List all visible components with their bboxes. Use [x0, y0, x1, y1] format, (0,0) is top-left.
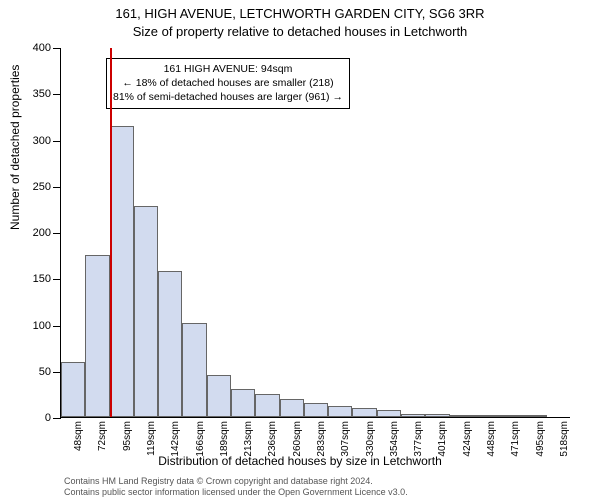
annotation-line-3: 81% of semi-detached houses are larger (…	[113, 90, 343, 104]
histogram-bar	[425, 414, 449, 417]
y-axis-label: Number of detached properties	[8, 65, 22, 230]
histogram-bar	[522, 415, 546, 417]
histogram-bar	[450, 415, 474, 417]
histogram-bar	[231, 389, 255, 417]
x-tick-label: 260sqm	[292, 421, 303, 457]
histogram-bar	[61, 362, 85, 418]
y-tick-label: 350	[33, 88, 51, 100]
x-axis-label: Distribution of detached houses by size …	[0, 454, 600, 468]
x-tick-label: 283sqm	[316, 421, 327, 457]
x-tick-label: 448sqm	[486, 421, 497, 457]
x-tick-label: 424sqm	[462, 421, 473, 457]
x-tick-label: 307sqm	[340, 421, 351, 457]
x-tick-label: 518sqm	[559, 421, 570, 457]
histogram-bar	[498, 415, 522, 417]
histogram-bar	[352, 408, 376, 417]
x-tick-label: 330sqm	[365, 421, 376, 457]
x-tick-label: 142sqm	[170, 421, 181, 457]
x-tick-label: 471sqm	[510, 421, 521, 457]
y-tick	[53, 418, 61, 419]
histogram-bar	[134, 206, 158, 417]
histogram-bar	[280, 399, 304, 418]
y-tick-label: 150	[33, 273, 51, 285]
y-tick	[53, 372, 61, 373]
histogram-bar	[401, 414, 425, 417]
x-tick-label: 377sqm	[413, 421, 424, 457]
x-tick-label: 354sqm	[389, 421, 400, 457]
x-tick-label: 95sqm	[122, 421, 133, 451]
histogram-bar	[377, 410, 401, 417]
x-tick-label: 72sqm	[97, 421, 108, 451]
histogram-bar	[474, 415, 498, 417]
footer-attribution: Contains HM Land Registry data © Crown c…	[64, 476, 408, 499]
histogram-bar	[85, 255, 109, 417]
x-tick-label: 236sqm	[267, 421, 278, 457]
plot-area: 161 HIGH AVENUE: 94sqm ← 18% of detached…	[60, 48, 570, 418]
histogram-bar	[158, 271, 182, 417]
histogram-bar	[328, 406, 352, 417]
y-tick-label: 250	[33, 181, 51, 193]
reference-line	[110, 48, 112, 417]
y-tick	[53, 141, 61, 142]
chart-title-2: Size of property relative to detached ho…	[0, 24, 600, 39]
y-tick	[53, 187, 61, 188]
y-tick-label: 50	[39, 366, 51, 378]
y-tick	[53, 48, 61, 49]
histogram-bar	[110, 126, 134, 417]
x-tick-label: 189sqm	[219, 421, 230, 457]
footer-line-1: Contains HM Land Registry data © Crown c…	[64, 476, 408, 487]
x-tick-label: 495sqm	[535, 421, 546, 457]
histogram-bar	[255, 394, 279, 417]
annotation-line-2: ← 18% of detached houses are smaller (21…	[113, 76, 343, 90]
y-tick-label: 400	[33, 42, 51, 54]
annotation-box: 161 HIGH AVENUE: 94sqm ← 18% of detached…	[106, 58, 350, 109]
y-tick	[53, 94, 61, 95]
chart-title-1: 161, HIGH AVENUE, LETCHWORTH GARDEN CITY…	[0, 6, 600, 21]
y-tick	[53, 279, 61, 280]
y-tick-label: 300	[33, 135, 51, 147]
x-tick-label: 401sqm	[437, 421, 448, 457]
histogram-bar	[304, 403, 328, 417]
x-tick-label: 166sqm	[195, 421, 206, 457]
footer-line-2: Contains public sector information licen…	[64, 487, 408, 498]
y-tick	[53, 326, 61, 327]
histogram-bar	[182, 323, 206, 417]
x-tick-label: 213sqm	[243, 421, 254, 457]
y-tick-label: 100	[33, 320, 51, 332]
annotation-line-1: 161 HIGH AVENUE: 94sqm	[113, 62, 343, 76]
histogram-bar	[207, 375, 231, 417]
y-tick-label: 200	[33, 227, 51, 239]
y-tick-label: 0	[45, 412, 51, 424]
y-tick	[53, 233, 61, 234]
x-tick-label: 119sqm	[146, 421, 157, 456]
chart-container: 161, HIGH AVENUE, LETCHWORTH GARDEN CITY…	[0, 0, 600, 500]
x-tick-label: 48sqm	[73, 421, 84, 451]
